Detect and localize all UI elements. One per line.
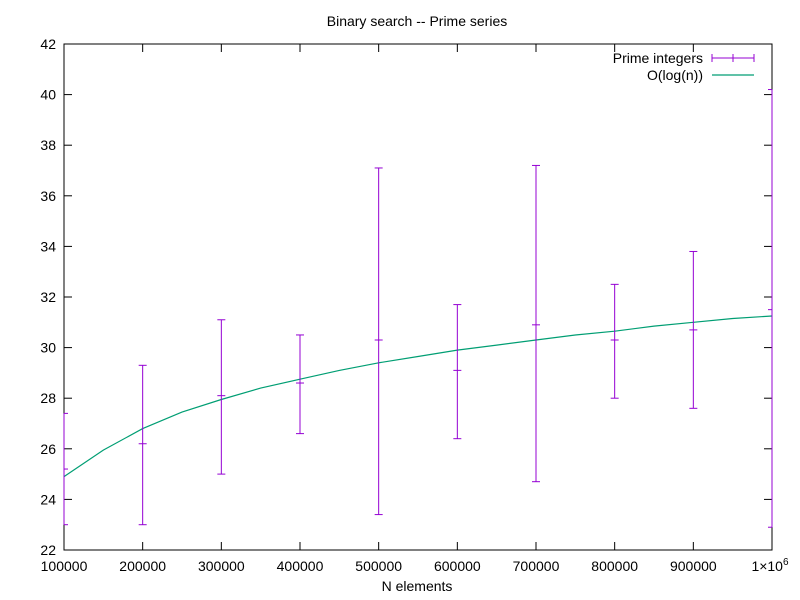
- x-tick-superscript: 6: [783, 557, 789, 568]
- y-tick-label: 28: [40, 390, 56, 406]
- error-bar: [217, 319, 226, 475]
- x-tick-label: 700000: [513, 558, 560, 574]
- error-bar: [138, 364, 147, 526]
- y-tick-label: 30: [40, 340, 56, 356]
- plot-area: 22 24 26 28 30 32 34 36 38 40 42 100000 200000 300000…: [40, 36, 789, 574]
- error-bar: [689, 250, 698, 409]
- y-tick-label: 38: [40, 137, 56, 153]
- x-tick-label: 900000: [670, 558, 717, 574]
- chart-title: Binary search -- Prime series: [327, 13, 508, 29]
- x-tick-label: 600000: [434, 558, 481, 574]
- y-tick-label: 40: [40, 87, 56, 103]
- y-tick-label: 24: [40, 491, 56, 507]
- error-bar: [374, 167, 383, 516]
- error-bar: [296, 334, 304, 435]
- x-axis-label: N elements: [382, 578, 453, 594]
- y-tick-label: 42: [40, 36, 56, 52]
- x-tick-label: 800000: [591, 558, 638, 574]
- error-bar: [532, 164, 540, 483]
- x-tick-label: 100000: [41, 558, 88, 574]
- error-bar: [63, 412, 68, 526]
- plot-frame: [63, 43, 773, 551]
- x-tick-label: 400000: [277, 558, 324, 574]
- legend-label: Prime integers: [613, 50, 703, 66]
- y-tick-label: 26: [40, 441, 56, 457]
- x-tick-label: 300000: [198, 558, 245, 574]
- series-line-olog: [63, 315, 773, 478]
- x-tick-label: 500000: [355, 558, 402, 574]
- x-tick-label: 1×106: [751, 557, 789, 574]
- error-bar: [768, 89, 773, 528]
- y-tick-label: 32: [40, 289, 56, 305]
- y-tick-label: 34: [40, 238, 56, 254]
- x-tick-label: 200000: [119, 558, 166, 574]
- y-tick-label: 22: [40, 542, 56, 558]
- error-bar: [610, 283, 619, 399]
- error-bar: [453, 304, 462, 440]
- y-tick-label: 36: [40, 188, 56, 204]
- legend-label: O(log(n)): [647, 67, 703, 83]
